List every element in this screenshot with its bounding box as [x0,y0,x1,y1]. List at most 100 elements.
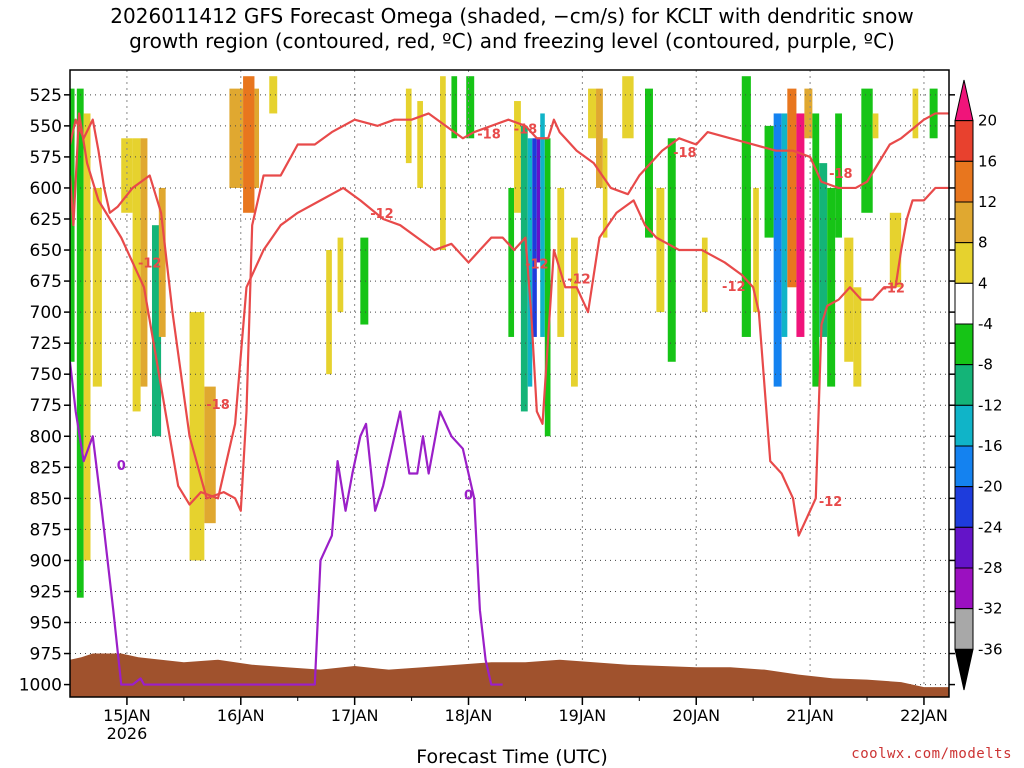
shading-cell [132,138,141,412]
shading-cell [588,88,597,139]
y-tick-label: 925 [30,582,62,602]
shading-cell [243,76,255,213]
shading-cell [781,113,788,337]
x-tick-label: 21JAN [786,706,834,725]
colorbar-label: 8 [978,234,988,252]
colorbar-label: -20 [978,478,1003,496]
y-tick-label: 875 [30,520,62,540]
contour-label: -12 [370,207,394,222]
y-tick-label: 1000 [19,676,62,696]
contour-label: 0 [117,459,126,474]
x-tick-sublabel: 2026 [107,724,148,743]
shading-cell [804,88,813,139]
contour-label: -12 [567,273,591,288]
colorbar-label: -36 [978,640,1003,658]
shading-cell [527,138,533,387]
shading-cell [912,88,919,139]
shading-cell [741,76,751,337]
shading-cell [360,237,369,325]
contour-label: -12 [881,281,905,296]
shading-cell [796,113,805,337]
shading-cell [596,88,603,188]
shading-cell [204,386,216,524]
x-tick-label: 18JAN [445,706,493,725]
colorbar-cell [954,648,974,691]
shading-cell [753,187,759,313]
colorbar-label: -4 [978,315,993,333]
shading-cell [773,113,782,387]
colorbar-cell [954,282,974,325]
shading-cell [570,237,578,387]
colorbar-cell [954,120,974,162]
site-credit: coolwx.com/modelts [851,746,1012,762]
title-line-1: 2026011412 GFS Forecast Omega (shaded, −… [110,4,914,28]
title-line-2: growth region (contoured, red, ºC) and f… [129,29,895,53]
shading-cell [520,125,528,412]
contour-line-0 [70,361,503,686]
contour-label: -12 [819,495,843,510]
shading-cell [514,101,521,213]
shading-cell [337,237,344,313]
shading-cell [229,88,244,188]
colorbar-label: 16 [978,152,997,170]
shading-cell [92,187,102,387]
contour-label: -12 [138,256,162,271]
colorbar-cell [954,160,974,203]
shading-cell [269,76,278,114]
contour-label: -18 [829,167,853,182]
contour-label: -12 [722,280,746,295]
shading-cell [764,125,774,238]
y-tick-label: 800 [30,427,62,447]
shading-cell [121,138,133,213]
shading-cell [466,76,475,139]
colorbar-label: -28 [978,559,1003,577]
y-tick-label: 700 [30,303,62,323]
y-tick-label: 825 [30,458,62,478]
colorbar-label: -16 [978,437,1003,455]
y-tick-label: 750 [30,365,62,385]
shading-cell [819,163,828,337]
shading-cell [140,138,148,387]
shading-cell [532,138,537,337]
shading-cell [158,187,166,337]
shading-cell [701,237,708,313]
ground-area [70,653,949,697]
contour-line-minus18 [70,112,949,512]
shading-cell [544,138,551,437]
y-tick-label: 725 [30,334,62,354]
y-tick-label: 975 [30,645,62,665]
y-tick-label: 600 [30,179,62,199]
colorbar: 20 16 12 8 4 -4 -8 -12 -16 -20 -24 -28 -32 -36 [954,79,1003,691]
shading-cell [326,250,332,375]
contour-labels: -18 -18 -18 -18 -18 -12 -12 -12 -12 -12 -12 -12 0 0 [117,122,905,509]
shading-cell [405,88,412,164]
x-tick-label: 19JAN [559,706,607,725]
colorbar-label: -24 [978,518,1003,536]
shading-cell [622,76,634,139]
y-tick-label: 575 [30,148,62,168]
x-tick-label: 20JAN [672,706,720,725]
shading-cell [417,101,423,188]
colorbar-cell [954,323,974,366]
shading-cell [644,88,653,238]
y-tick-label: 850 [30,489,62,509]
colorbar-label: 20 [978,112,997,130]
colorbar-label: 12 [978,193,997,211]
x-tick-label: 22JAN [900,706,948,725]
contour-line-minus12 [70,112,949,537]
shading-cell [787,88,797,288]
shading-cell [70,88,75,362]
y-tick-label: 650 [30,241,62,261]
grid-lines [70,70,949,697]
chart-title: 2026011412 GFS Forecast Omega (shaded, −… [0,4,1024,54]
omega-shading [70,76,938,598]
contour-label: -18 [514,122,538,137]
shading-cell [540,113,545,337]
x-tick-label: 17JAN [331,706,379,725]
y-tick-label: 625 [30,210,62,230]
shading-cell [835,113,842,238]
colorbar-cell [954,608,974,650]
x-tick-label: 16JAN [217,706,265,725]
colorbar-label: -32 [978,600,1003,618]
